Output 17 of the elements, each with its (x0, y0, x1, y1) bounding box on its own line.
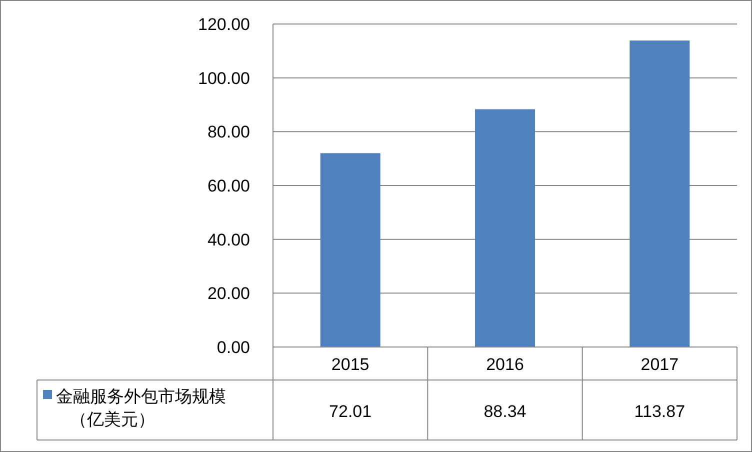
y-tick-label: 40.00 (207, 230, 250, 250)
bar (475, 109, 535, 347)
legend-label: 金融服务外包市场规模（亿美元） (56, 387, 226, 429)
y-tick-label: 0.00 (216, 338, 250, 357)
data-label: 72.01 (329, 402, 372, 421)
y-tick-label: 60.00 (207, 176, 250, 196)
y-tick-label: 80.00 (207, 122, 250, 142)
y-tick-label: 120.00 (198, 15, 250, 34)
x-tick-label: 2015 (331, 355, 370, 374)
y-tick-label: 20.00 (207, 284, 250, 304)
bar (630, 40, 690, 347)
x-tick-label: 2017 (640, 355, 679, 374)
bar (320, 153, 380, 347)
data-label: 113.87 (634, 402, 686, 421)
y-tick-label: 100.00 (198, 68, 250, 88)
x-tick-label: 2016 (486, 355, 524, 374)
data-label: 88.34 (484, 402, 526, 421)
